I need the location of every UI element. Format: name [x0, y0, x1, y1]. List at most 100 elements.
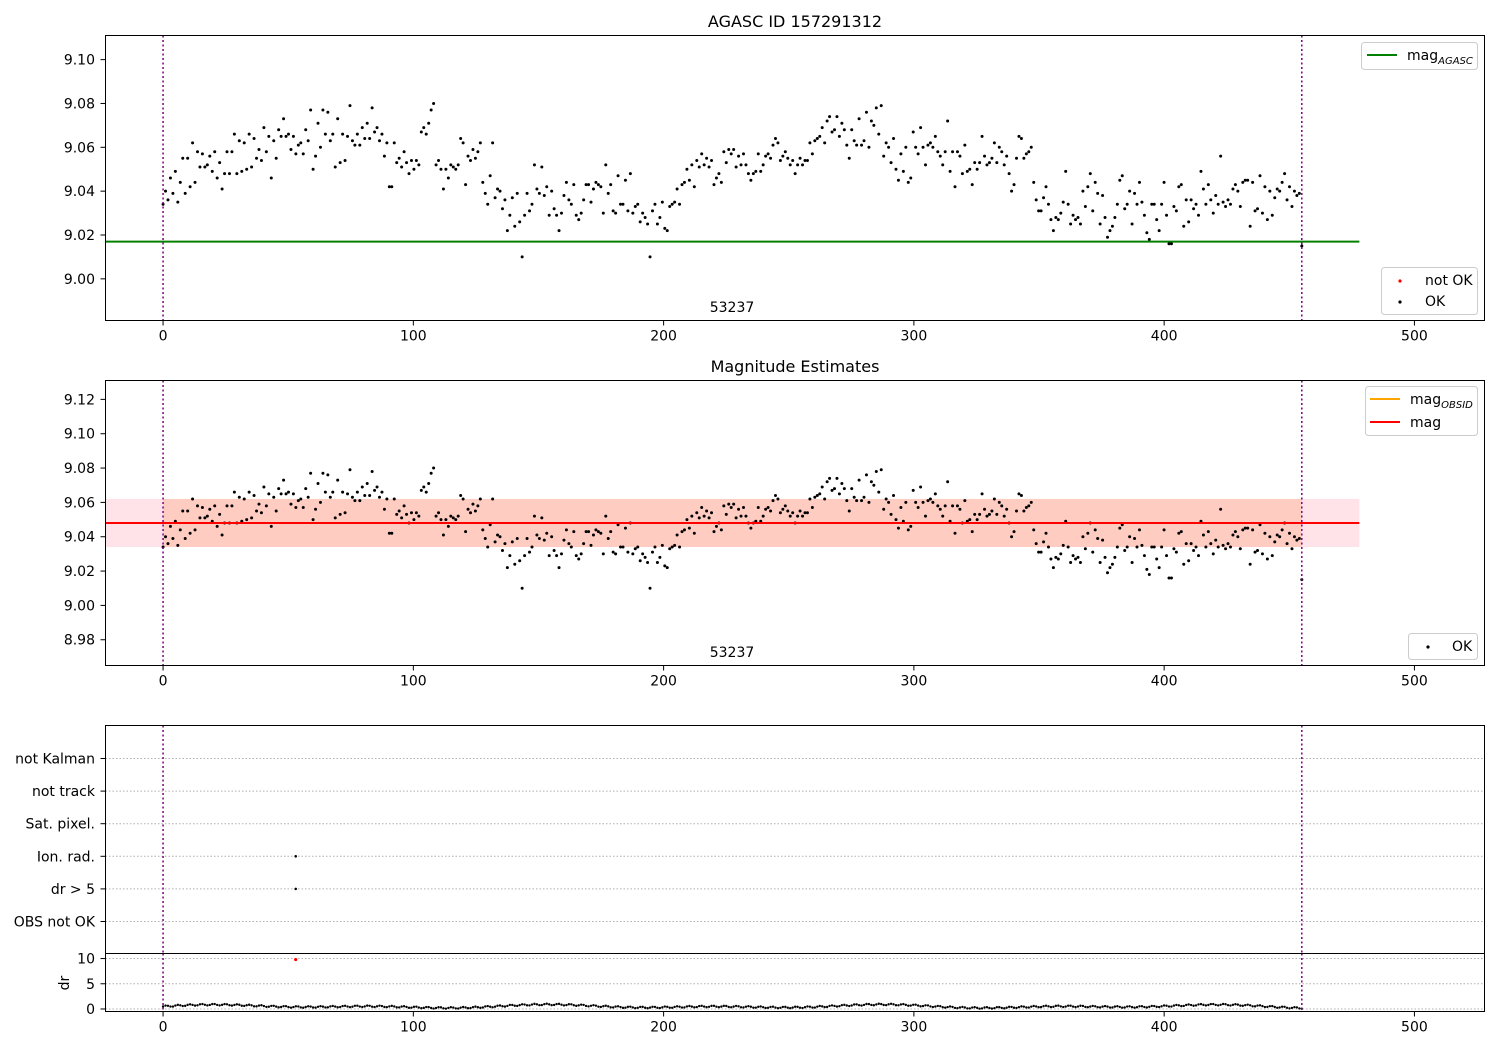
dr-point: [321, 1005, 325, 1008]
dr-point: [434, 1006, 438, 1010]
dr-point: [951, 1005, 954, 1009]
ok-point: [825, 119, 829, 123]
ok-point: [953, 185, 957, 189]
estimate-point: [1290, 547, 1294, 551]
legend-ok-marker: [1398, 300, 1402, 304]
ok-point: [904, 145, 908, 149]
dr-point: [725, 1004, 728, 1008]
estimate-point: [722, 504, 726, 508]
dr-point: [368, 1004, 371, 1007]
dr-point: [1246, 1003, 1249, 1006]
dr-point: [407, 1006, 411, 1010]
dr-point: [730, 1006, 733, 1009]
estimate-point: [178, 528, 182, 532]
ok-point: [921, 145, 925, 149]
ok-point: [1076, 215, 1080, 219]
estimate-point: [958, 507, 962, 511]
ok-point: [370, 106, 374, 110]
estimate-point: [459, 494, 463, 498]
ok-point: [857, 117, 861, 121]
estimate-point: [621, 545, 625, 549]
dr-point: [1172, 1004, 1176, 1007]
ok-point: [670, 202, 674, 206]
agasc-panel-title: AGASC ID 157291312: [708, 12, 882, 31]
estimate-point: [1167, 576, 1171, 580]
ok-point: [272, 139, 276, 143]
dr-point: [336, 1006, 339, 1009]
ok-point: [299, 141, 303, 145]
estimate-point: [530, 545, 534, 549]
ok-point: [250, 165, 254, 169]
estimate-point: [331, 490, 335, 494]
ok-point: [759, 169, 763, 173]
ok-point: [660, 200, 664, 204]
estimate-point: [943, 504, 947, 508]
dr-point: [1121, 1006, 1124, 1009]
dr-point: [899, 1003, 903, 1006]
dr-point: [980, 1007, 984, 1010]
dr-point: [747, 1004, 750, 1008]
ok-point: [333, 165, 337, 169]
dr-point: [1266, 1005, 1269, 1009]
dr-point: [429, 1006, 433, 1010]
estimate-point: [1147, 573, 1151, 577]
ok-point: [596, 183, 600, 187]
dr-point: [855, 1003, 858, 1006]
ok-point: [1295, 194, 1299, 198]
estimate-point: [429, 471, 433, 475]
dr-point: [712, 1004, 716, 1008]
ok-point: [193, 180, 197, 184]
ok-point: [707, 165, 711, 169]
dr-point: [1010, 1005, 1013, 1009]
estimate-point: [1263, 531, 1267, 535]
x-tick-label: 100: [400, 674, 427, 690]
ok-point: [191, 141, 195, 145]
dr-point: [304, 1005, 307, 1009]
estimate-point: [604, 514, 608, 518]
dr-point: [516, 1004, 519, 1008]
dr-point: [1064, 1005, 1067, 1008]
ok-point: [960, 172, 964, 176]
legend-not-ok-label: not OK: [1425, 273, 1473, 289]
ok-point: [1187, 220, 1191, 224]
ok-point: [289, 148, 293, 151]
ok-point: [468, 158, 472, 162]
estimate-point: [899, 506, 903, 510]
ok-point: [764, 154, 768, 158]
estimate-point: [781, 507, 785, 511]
estimate-point: [636, 545, 640, 549]
dr-point: [988, 1006, 991, 1010]
estimate-point: [680, 530, 684, 534]
y-tick-label: 9.12: [64, 392, 95, 408]
ok-point: [1179, 183, 1183, 187]
ok-point: [1300, 244, 1304, 248]
dr-point: [1020, 1005, 1023, 1008]
dr-point: [346, 1005, 349, 1008]
ok-point: [505, 229, 509, 233]
dr-point: [277, 1006, 280, 1009]
estimate-point: [513, 562, 517, 566]
dr-point: [1268, 1004, 1272, 1008]
estimate-point: [660, 543, 664, 547]
estimate-point: [695, 511, 699, 515]
estimate-point: [1051, 566, 1055, 570]
ok-point: [1199, 169, 1203, 173]
ok-point: [323, 132, 327, 136]
estimate-point: [673, 543, 677, 547]
ok-point: [673, 200, 677, 204]
estimate-point: [1000, 504, 1004, 508]
ok-point: [1091, 209, 1095, 213]
estimate-point: [714, 524, 718, 528]
dr-point: [1039, 1005, 1043, 1009]
estimate-point: [343, 511, 347, 515]
estimate-point: [756, 506, 760, 510]
agasc-panel-x-axis: 0 100 200 300 400 500: [159, 320, 1428, 345]
dr-point: [680, 1006, 684, 1009]
estimate-point: [405, 512, 409, 516]
ok-point: [1265, 218, 1269, 222]
legend-mag-obsid-sub: OBSID: [1441, 400, 1473, 411]
dr-point: [513, 1004, 516, 1007]
dr-point: [449, 1006, 453, 1009]
estimate-point: [707, 516, 711, 520]
dr-point: [759, 1005, 762, 1008]
